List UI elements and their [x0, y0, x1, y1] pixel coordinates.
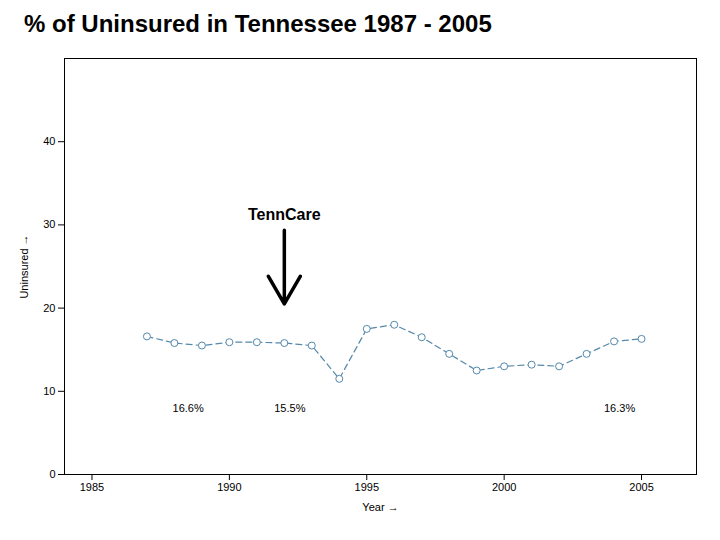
svg-text:2000: 2000 [492, 481, 516, 493]
svg-text:2005: 2005 [629, 481, 653, 493]
html-text:% of Uninsured in Tennessee 19: % of Uninsured in Tennessee 1987 - 2005 [24, 10, 492, 37]
svg-text:16.3%: 16.3% [604, 402, 635, 414]
svg-text:Uninsured →: Uninsured → [18, 234, 30, 298]
svg-text:1990: 1990 [217, 481, 241, 493]
svg-text:TennCare: TennCare [248, 206, 321, 223]
svg-text:20: 20 [43, 302, 55, 314]
svg-text:1995: 1995 [355, 481, 379, 493]
svg-text:15.5%: 15.5% [274, 402, 305, 414]
svg-text:0: 0 [49, 468, 55, 480]
svg-text:16.6%: 16.6% [173, 402, 204, 414]
svg-text:30: 30 [43, 218, 55, 230]
svg-text:1985: 1985 [80, 481, 104, 493]
svg-text:40: 40 [43, 135, 55, 147]
svg-text:10: 10 [43, 385, 55, 397]
svg-text:Year →: Year → [362, 501, 398, 513]
